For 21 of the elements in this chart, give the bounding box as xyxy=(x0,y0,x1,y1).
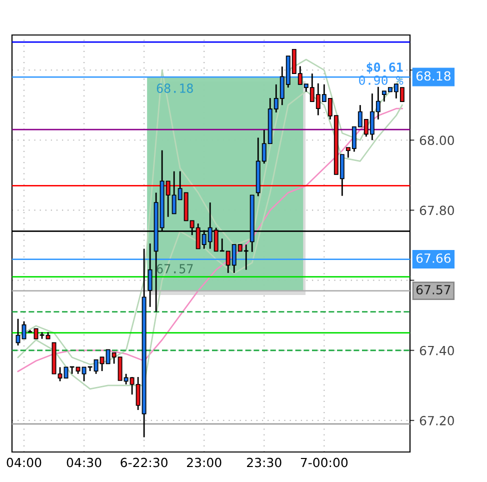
candlestick xyxy=(58,366,62,382)
x-tick-label: 23:30 xyxy=(247,458,282,468)
candlestick xyxy=(148,242,152,308)
x-tick-label: 7-00:00 xyxy=(300,458,348,468)
annotation: 68.18 xyxy=(156,84,193,93)
ref-line-label: 67.66 xyxy=(416,253,451,263)
line-series xyxy=(17,58,403,366)
candlestick xyxy=(64,366,68,378)
y-tick-label: 67.80 xyxy=(420,206,454,216)
annotation: $0.61 xyxy=(366,62,403,74)
ref-line-label: 68.18 xyxy=(416,71,450,81)
y-tick-label: 68.00 xyxy=(420,136,454,146)
ref-line-label: 67.57 xyxy=(416,284,450,294)
x-tick-label: 23:00 xyxy=(187,458,222,468)
candlestick xyxy=(34,328,38,340)
x-tick-label: 04:00 xyxy=(6,458,42,468)
x-tick-label: 04:30 xyxy=(66,458,102,468)
candlestick xyxy=(16,318,20,346)
x-tick-label: 6-22:30 xyxy=(120,458,168,468)
y-tick-label: 67.20 xyxy=(420,416,454,426)
y-tick-label: 67.40 xyxy=(420,346,454,356)
